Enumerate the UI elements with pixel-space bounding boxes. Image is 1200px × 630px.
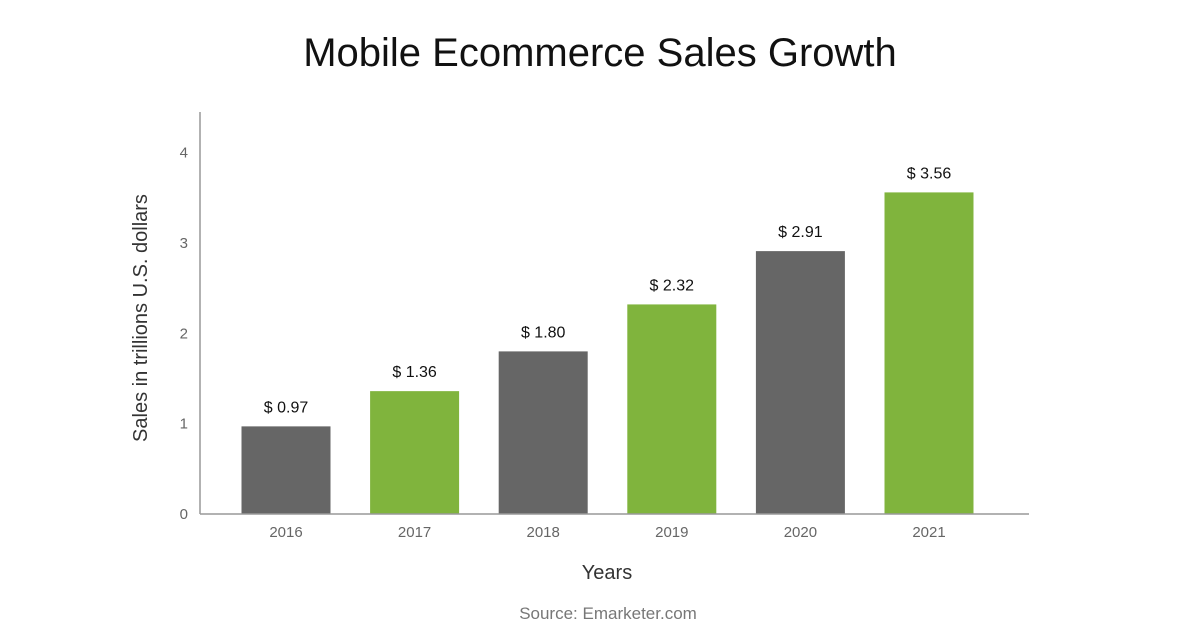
y-tick-label: 0 [180,506,188,523]
x-tick-label: 2019 [655,524,688,541]
data-label-2020: $ 2.91 [778,224,823,241]
y-tick-label: 2 [180,325,188,342]
x-tick-label: 2018 [527,524,560,541]
x-tick-label: 2016 [269,524,302,541]
bar-2019 [627,304,717,514]
y-axis-ticks: 0 1 2 3 4 [180,145,188,523]
data-label-2017: $ 1.36 [392,364,437,381]
data-label-2018: $ 1.80 [521,324,566,341]
y-tick-label: 3 [180,235,188,252]
x-tick-label: 2017 [398,524,431,541]
y-tick-label: 1 [180,416,188,433]
x-axis-title: Years [582,562,632,584]
data-label-2019: $ 2.32 [650,277,695,294]
bar-2020 [755,251,845,515]
source-note: Source: Emarketer.com [519,604,697,623]
x-axis-ticks: 2016 2017 2018 2019 2020 2021 [269,524,945,541]
bar-2018 [498,351,588,514]
data-label-2021: $ 3.56 [907,165,952,182]
x-tick-label: 2020 [784,524,817,541]
data-labels: $ 0.97 $ 1.36 $ 1.80 $ 2.32 $ 2.91 $ 3.56 [264,165,952,416]
y-axis-title: Sales in trillions U.S. dollars [130,194,152,442]
x-tick-label: 2021 [912,524,945,541]
bar-2021 [884,192,974,514]
data-label-2016: $ 0.97 [264,399,309,416]
chart-title: Mobile Ecommerce Sales Growth [303,31,897,75]
bar-2017 [370,391,460,514]
y-tick-label: 4 [180,145,188,162]
bar-2016 [241,426,331,514]
bars [241,192,974,515]
